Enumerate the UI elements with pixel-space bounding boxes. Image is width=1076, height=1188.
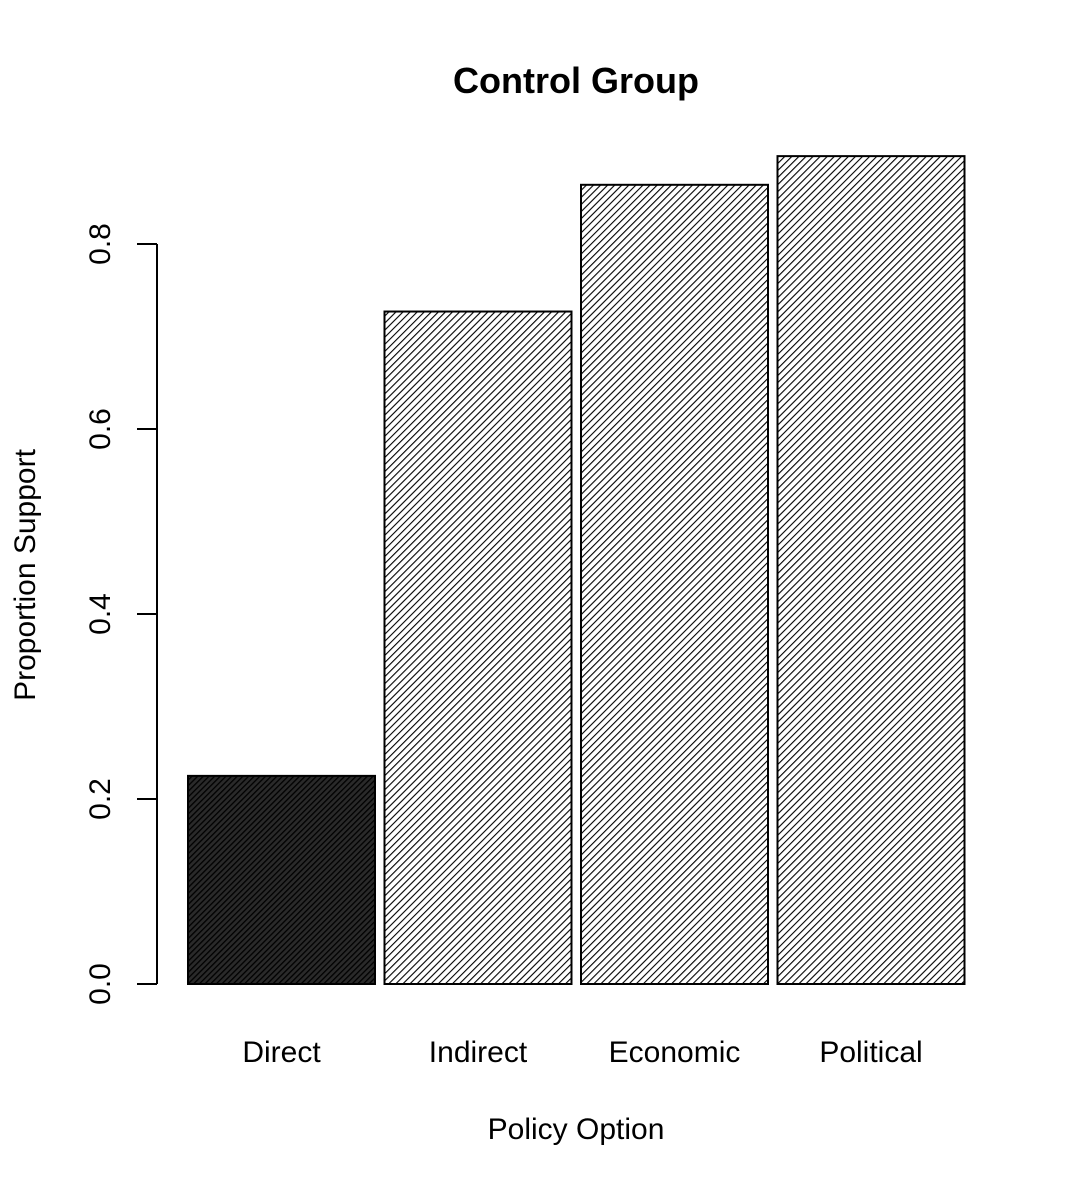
x-axis-title: Policy Option [488,1113,665,1146]
x-category-label: Direct [242,1036,321,1069]
y-tick-label: 0.0 [84,963,117,1005]
y-tick-label: 0.2 [84,778,117,820]
y-tick-label: 0.6 [84,408,117,450]
x-category-label: Economic [609,1036,741,1069]
bars [187,155,966,986]
x-category-label: Political [819,1036,922,1069]
chart-title: Control Group [453,60,699,101]
bar-economic [580,183,769,986]
bar-indirect [383,310,573,985]
y-tick-label: 0.8 [84,223,117,265]
bar-political [776,155,966,985]
bar-direct [187,774,376,985]
y-axis: 0.0 0.2 0.4 0.6 0.8 [84,223,158,1005]
y-axis-title: Proportion Support [9,448,42,700]
y-tick-label: 0.4 [84,593,117,635]
x-axis-labels: Direct Indirect Economic Political [242,1036,922,1069]
x-category-label: Indirect [429,1036,528,1069]
